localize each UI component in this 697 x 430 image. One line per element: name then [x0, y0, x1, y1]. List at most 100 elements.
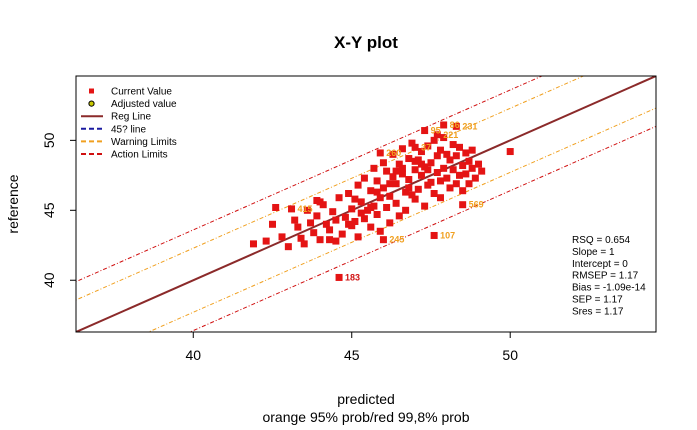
data-point — [373, 210, 381, 218]
legend-label: Reg Line — [111, 112, 151, 123]
data-point — [313, 197, 321, 205]
x-axis: 40 45 50 — [185, 331, 518, 363]
data-point — [414, 185, 422, 193]
data-point — [427, 178, 435, 186]
data-point — [376, 149, 384, 157]
data-point — [405, 184, 413, 192]
data-point — [427, 159, 435, 167]
legend-label: Current Value — [111, 87, 172, 98]
data-point — [351, 217, 359, 225]
data-point — [452, 180, 460, 188]
data-point — [398, 164, 406, 172]
x-axis-label: predicted — [337, 391, 395, 407]
stat-line: RSQ = 0.654 — [572, 235, 631, 246]
stat-line: Slope = 1 — [572, 247, 615, 258]
data-point — [411, 157, 419, 165]
data-point — [405, 155, 413, 163]
data-point — [411, 143, 419, 151]
data-point — [443, 174, 451, 182]
data-point — [452, 122, 460, 130]
data-point — [436, 194, 444, 202]
data-point — [386, 192, 394, 200]
data-point — [465, 157, 473, 165]
data-point — [284, 243, 292, 251]
legend-label: Warning Limits — [111, 137, 177, 148]
data-point — [417, 148, 425, 156]
outlier-label: 86 — [450, 120, 460, 130]
y-axis-label: reference — [5, 174, 21, 233]
data-point — [433, 131, 441, 139]
data-point — [506, 148, 514, 156]
data-point — [269, 220, 277, 228]
data-point — [376, 227, 384, 235]
data-point — [455, 171, 463, 179]
data-point — [417, 171, 425, 179]
data-point — [462, 149, 470, 157]
outlier-label: 415 — [298, 204, 313, 214]
data-point — [440, 164, 448, 172]
data-point — [449, 141, 457, 149]
data-point — [357, 209, 365, 217]
y-axis: 40 45 50 — [41, 132, 77, 288]
data-point — [360, 174, 368, 182]
data-point — [475, 160, 483, 168]
x-tick-label: 40 — [185, 347, 201, 363]
outlier-label: 260 — [386, 148, 401, 158]
outlier-label: 95 — [431, 126, 441, 136]
data-point — [297, 234, 305, 242]
data-point — [313, 212, 321, 220]
outlier-label: 245 — [389, 235, 404, 245]
data-point — [386, 219, 394, 227]
data-point — [354, 233, 362, 241]
stat-line: Intercept = 0 — [572, 259, 628, 270]
outlier-label: 231 — [462, 121, 477, 131]
legend-swatch — [89, 88, 94, 94]
data-point — [411, 166, 419, 174]
data-point — [465, 180, 473, 188]
data-point — [354, 181, 362, 189]
data-point — [326, 226, 334, 234]
legend-label: Adjusted value — [111, 99, 177, 110]
data-point — [392, 180, 400, 188]
x-axis-subtitle: orange 95% prob/red 99,8% prob — [262, 409, 469, 425]
data-point — [272, 203, 280, 211]
outlier-label: 107 — [440, 230, 455, 240]
data-point — [421, 127, 429, 135]
data-point — [462, 170, 470, 178]
data-point — [322, 220, 330, 228]
outlier-label: 221 — [443, 130, 458, 140]
data-point — [357, 198, 365, 206]
data-point — [303, 206, 311, 214]
data-point — [332, 237, 340, 245]
limit-lines — [76, 76, 656, 332]
data-point — [424, 166, 432, 174]
outlier-label: 37 — [421, 142, 431, 152]
data-point — [367, 223, 375, 231]
x-tick-label: 50 — [502, 347, 518, 363]
data-point — [440, 121, 448, 129]
data-point — [478, 167, 486, 175]
data-point — [408, 191, 416, 199]
data-point — [307, 219, 315, 227]
y-tick-label: 45 — [41, 202, 57, 218]
data-point — [300, 240, 308, 248]
data-point — [345, 190, 353, 198]
data-point — [436, 177, 444, 185]
outlier-label: 569 — [469, 200, 484, 210]
data-point — [367, 203, 375, 211]
data-point — [408, 139, 416, 147]
data-point — [424, 142, 432, 150]
data-point — [398, 145, 406, 153]
data-point — [294, 223, 302, 231]
data-point — [459, 201, 467, 209]
data-point — [379, 159, 387, 167]
data-point — [402, 206, 410, 214]
data-point — [440, 134, 448, 142]
data-point — [310, 229, 318, 237]
data-point — [341, 213, 349, 221]
points-layer — [249, 121, 514, 281]
data-point — [446, 184, 454, 192]
